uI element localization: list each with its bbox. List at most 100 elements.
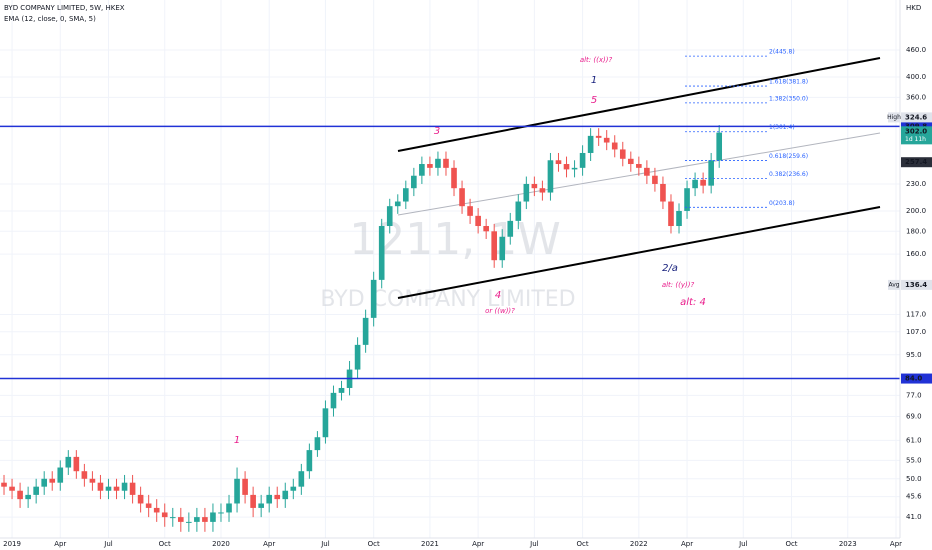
candle-body [394, 201, 401, 207]
candle-body [636, 164, 642, 168]
x-tick-label: Jul [320, 540, 330, 548]
candle-body [660, 183, 666, 202]
candle-body [41, 478, 48, 487]
x-tick-label: Apr [54, 540, 66, 548]
candle-body [210, 512, 216, 522]
candle-body [354, 344, 361, 370]
channel-top [397, 57, 881, 152]
candle-body [419, 164, 425, 176]
candle-body [186, 521, 192, 523]
fib-label: 0.618(259.6) [769, 153, 808, 160]
price-tag-name-box [888, 112, 900, 123]
candle-body [427, 164, 433, 168]
x-tick-label: Jul [103, 540, 113, 548]
candle-body [177, 517, 184, 522]
candle-body [579, 152, 586, 168]
candle-body [1, 482, 7, 487]
candle-body [25, 494, 31, 500]
y-tick-label: 117.0 [906, 311, 926, 319]
price-tag-label: 324.6 [905, 113, 927, 121]
candle-body [531, 183, 538, 189]
candle-body [9, 486, 15, 491]
candle-body [539, 188, 546, 193]
x-tick-label: Oct [159, 540, 171, 548]
candle-body [507, 220, 514, 237]
price-tag-label: 302.0 [905, 127, 927, 135]
candle-body [378, 226, 385, 280]
candle-body [17, 490, 23, 500]
fib-label: 1.382(350.0) [769, 95, 808, 102]
candle-body [121, 482, 128, 491]
candle-body [700, 179, 706, 186]
y-tick-label: 400.0 [906, 73, 926, 81]
candle-body [250, 494, 256, 508]
candle-body [89, 478, 96, 483]
y-tick-label: 41.0 [906, 513, 922, 521]
candle-body [370, 279, 377, 318]
candle-body [330, 392, 337, 409]
plot: 2(445.8) 1.618(381.8) 1.382(350.0) 1(301.4)… [0, 49, 900, 532]
candle-body [298, 471, 305, 487]
price-tag [901, 279, 932, 290]
candle-body [73, 456, 80, 472]
candle-body [274, 494, 281, 500]
y-tick-label: 460.0 [906, 46, 926, 54]
candle-body [475, 215, 481, 227]
axes: 460.0 400.0 360.0 230.0 200.0 180.0 160.0 117.0… [3, 46, 932, 548]
candle-body [523, 183, 530, 202]
candle-body [113, 486, 120, 491]
watermark-name: BYD COMPANY LIMITED [320, 287, 575, 312]
candle-body [515, 201, 522, 221]
candle-body [282, 490, 289, 500]
candle-body [684, 188, 690, 211]
candle-body [459, 188, 465, 207]
candle-body [619, 149, 626, 159]
price-tag-label: 136.4 [905, 281, 927, 289]
x-tick-label: Oct [785, 540, 797, 548]
x-tick-label: Apr [681, 540, 693, 548]
candle-body [435, 158, 441, 168]
time-axis [0, 538, 932, 550]
candle-body [57, 467, 64, 483]
wave-labels: alt: ((x))? 1 5 3 4 or ((w))? 2/a alt: (… [234, 56, 706, 446]
candle-body [258, 503, 264, 508]
candle-body [97, 482, 104, 491]
candle-body [234, 478, 240, 504]
wave-label: 3 [434, 126, 440, 137]
candle-body [555, 160, 562, 165]
candle-body [194, 517, 200, 522]
price-tag [901, 112, 932, 123]
candle-body [644, 167, 650, 176]
x-tick-label: 2020 [212, 540, 230, 548]
x-tick-label: Jul [738, 540, 748, 548]
candle-body [338, 387, 345, 393]
candle-body [306, 450, 313, 472]
chart-title: BYD COMPANY LIMITED, 5W, HKEX [4, 4, 125, 12]
y-tick-label: 180.0 [906, 227, 926, 235]
fib-label: 1.618(381.8) [769, 79, 808, 86]
x-tick-label: Apr [263, 540, 275, 548]
candle-body [322, 408, 329, 438]
candle-body [137, 494, 144, 504]
candle-body [676, 210, 682, 227]
candle-body [161, 512, 168, 518]
candle-body [266, 494, 273, 504]
price-tag [901, 157, 932, 168]
y-tick-label: 50.0 [906, 475, 922, 483]
price-tag-name: Avg [888, 281, 899, 288]
candle-body [571, 167, 578, 170]
candle-body [692, 179, 698, 189]
candle-body [105, 486, 112, 491]
candle-body [314, 437, 321, 451]
candle-body [65, 456, 72, 468]
y-tick-label: 360.0 [906, 93, 926, 101]
currency-label: HKD [906, 4, 921, 12]
y-tick-label: 61.0 [906, 436, 922, 444]
candle-body [652, 175, 658, 184]
x-tick-label: Oct [368, 540, 380, 548]
candle-body [290, 486, 297, 491]
fib-label: 2(445.8) [769, 49, 795, 56]
y-tick-label: 200.0 [906, 207, 926, 215]
